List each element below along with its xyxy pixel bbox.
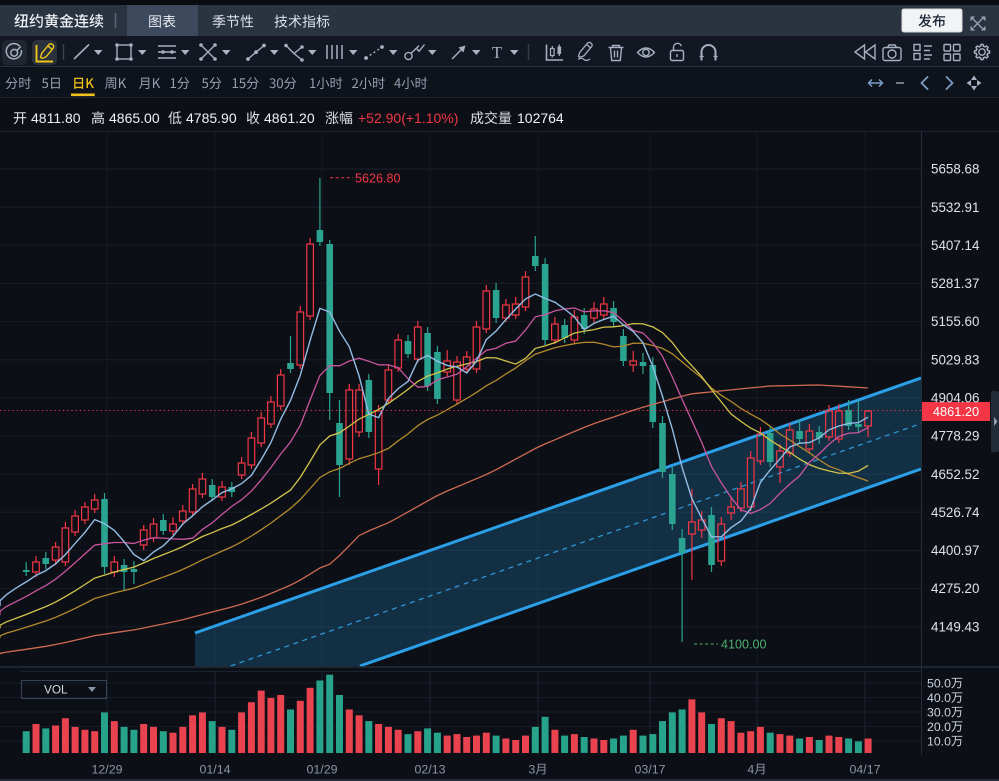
svg-text:5658.68: 5658.68 (931, 162, 979, 177)
svg-text:4785.90: 4785.90 (186, 110, 237, 126)
svg-text:12/29: 12/29 (91, 763, 122, 777)
svg-text:4526.74: 4526.74 (931, 505, 980, 520)
svg-text:20.0: 20.0 (927, 720, 951, 734)
svg-text:4: 4 (747, 763, 754, 777)
svg-text:3: 3 (528, 763, 535, 777)
svg-text:40.0: 40.0 (927, 691, 951, 705)
svg-text:4778.29: 4778.29 (931, 429, 979, 444)
svg-text:4904.06: 4904.06 (931, 391, 979, 406)
svg-text:T: T (492, 43, 503, 62)
svg-text:4400.97: 4400.97 (931, 543, 979, 558)
svg-text:02/13: 02/13 (414, 763, 445, 777)
svg-text:4275.20: 4275.20 (931, 581, 979, 596)
svg-text:10.0: 10.0 (927, 734, 951, 748)
svg-text:4861.20: 4861.20 (933, 404, 979, 419)
svg-text:+52.90(+1.10%): +52.90(+1.10%) (358, 110, 458, 126)
svg-text:4100.00: 4100.00 (721, 638, 767, 652)
svg-text:102764: 102764 (517, 110, 564, 126)
svg-text:04/17: 04/17 (849, 763, 880, 777)
svg-text:01/29: 01/29 (306, 763, 337, 777)
svg-text:5281.37: 5281.37 (931, 276, 979, 291)
svg-text:4865.00: 4865.00 (109, 110, 160, 126)
svg-text:01/14: 01/14 (199, 763, 230, 777)
svg-text:5155.60: 5155.60 (931, 314, 979, 329)
svg-text:50.0: 50.0 (927, 676, 951, 690)
svg-text:30.0: 30.0 (927, 705, 951, 719)
svg-text:4149.43: 4149.43 (931, 619, 979, 634)
svg-text:4861.20: 4861.20 (264, 110, 315, 126)
svg-text:4652.52: 4652.52 (931, 467, 979, 482)
svg-text:5626.80: 5626.80 (355, 171, 401, 185)
svg-text:5029.83: 5029.83 (931, 352, 979, 367)
svg-text:4811.80: 4811.80 (31, 110, 81, 126)
svg-text:5407.14: 5407.14 (931, 238, 980, 253)
svg-text:VOL: VOL (44, 683, 68, 697)
svg-text:03/17: 03/17 (634, 763, 665, 777)
svg-text:5532.91: 5532.91 (931, 200, 979, 215)
